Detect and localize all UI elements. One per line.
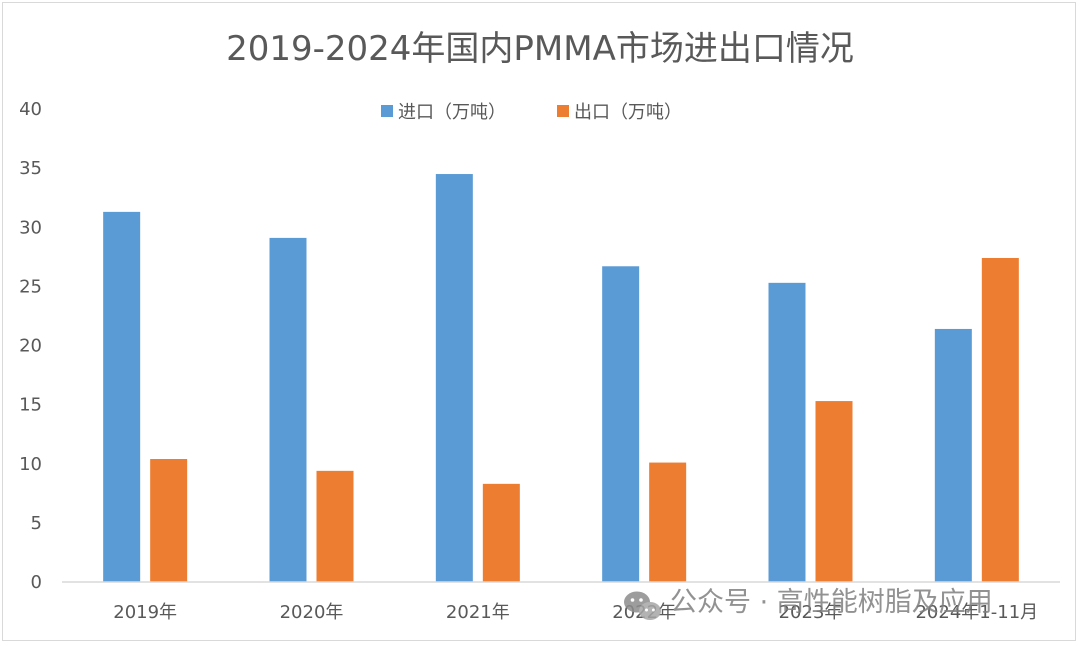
legend-swatch-import bbox=[381, 105, 393, 117]
x-tick-label: 2024年1-11月 bbox=[915, 602, 1038, 623]
y-tick-label: 0 bbox=[31, 572, 42, 593]
bar-export-2 bbox=[482, 483, 520, 582]
legend-swatch-export bbox=[557, 105, 569, 117]
x-tick-label: 2020年 bbox=[280, 602, 344, 623]
watermark-text: 公众号 · 高性能树脂及应用 bbox=[670, 587, 993, 618]
x-axis: 2019年2020年2021年2022年2023年2024年1-11月 bbox=[113, 602, 1038, 623]
y-tick-label: 20 bbox=[19, 336, 42, 357]
x-tick-label: 2023年 bbox=[779, 602, 843, 623]
y-tick-label: 40 bbox=[19, 99, 42, 120]
bar-import-1 bbox=[269, 237, 307, 582]
y-tick-label: 35 bbox=[19, 158, 42, 179]
y-tick-label: 15 bbox=[19, 395, 42, 416]
y-tick-label: 30 bbox=[19, 217, 42, 238]
bar-import-3 bbox=[602, 266, 640, 582]
bar-import-0 bbox=[103, 211, 141, 582]
bar-import-2 bbox=[435, 174, 473, 582]
wechat-icon bbox=[624, 591, 661, 620]
legend-label-import: 进口（万吨） bbox=[398, 102, 506, 123]
bar-export-3 bbox=[649, 462, 687, 582]
y-axis: 0 5 10 15 20 25 30 35 40 bbox=[19, 99, 42, 593]
legend: 进口（万吨） 出口（万吨） bbox=[381, 102, 682, 123]
legend-label-export: 出口（万吨） bbox=[574, 102, 682, 123]
bar-export-0 bbox=[150, 459, 188, 582]
bars bbox=[103, 174, 1019, 582]
bar-export-4 bbox=[815, 401, 853, 582]
bar-import-4 bbox=[768, 282, 806, 582]
bar-export-1 bbox=[316, 470, 354, 582]
y-tick-label: 10 bbox=[19, 454, 42, 475]
bar-export-5 bbox=[981, 257, 1019, 582]
y-tick-label: 25 bbox=[19, 276, 42, 297]
x-tick-label: 2019年 bbox=[113, 602, 177, 623]
chart-title: 2019-2024年国内PMMA市场进出口情况 bbox=[226, 29, 854, 69]
y-tick-label: 5 bbox=[31, 513, 42, 534]
bar-import-5 bbox=[934, 328, 972, 582]
x-tick-label: 2021年 bbox=[446, 602, 510, 623]
watermark: 公众号 · 高性能树脂及应用 bbox=[624, 587, 993, 620]
